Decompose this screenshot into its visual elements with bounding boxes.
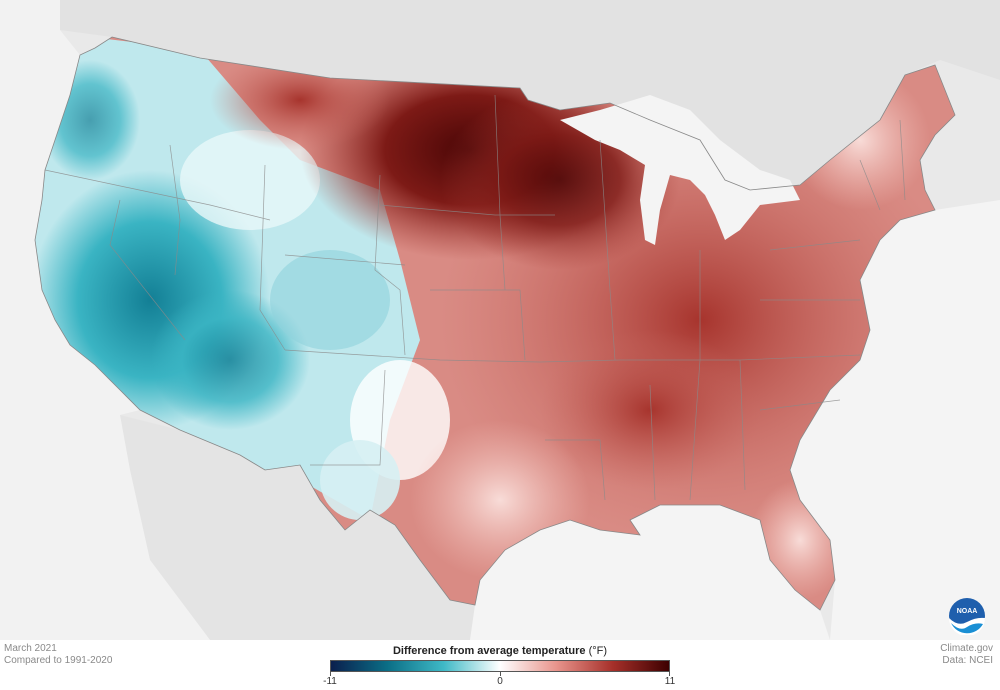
pacific-water [0,0,210,640]
legend-title-text: Difference from average temperature [392,645,586,657]
map-area: NOAA [0,0,1000,640]
date-label: March 2021 [4,643,57,654]
legend-tick-mid: 0 [497,676,503,687]
us-outline [34,36,956,611]
gulf-water [470,505,830,640]
legend-tick-min: -11 [323,676,337,687]
site-label: Climate.gov [940,643,993,654]
legend-tick-mark-max [669,672,670,676]
canada-land [60,0,1000,190]
legend-tick-mark-min [330,672,331,676]
legend-unit: (°F) [588,645,608,657]
great-lakes [560,95,800,245]
noaa-logo-text: NOAA [957,608,978,615]
source-label: Data: NCEI [942,655,993,666]
atlantic-water [790,200,1000,640]
anomaly-map [0,0,1000,640]
legend-title: Difference from average temperature (°F) [0,645,1000,657]
mexico-land [120,415,475,640]
map-footer: March 2021 Compared to 1991-2020 Climate… [0,640,1000,690]
legend-tick-max: 11 [664,676,676,687]
baseline-label: Compared to 1991-2020 [4,655,113,666]
legend-color-bar [330,660,670,672]
legend-tick-mark-mid [500,672,501,676]
state-borders [44,94,906,501]
noaa-logo: NOAA [949,598,985,635]
